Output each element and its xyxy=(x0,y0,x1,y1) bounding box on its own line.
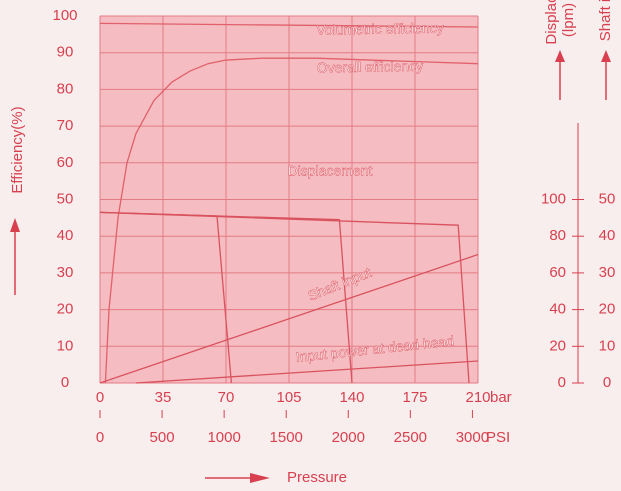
y-tick-label: 90 xyxy=(57,44,74,61)
page: Efficiency(%) Displac (lpm) Shaft i Pres… xyxy=(0,0,621,491)
y-tick-label: 60 xyxy=(57,154,74,171)
y-tick-label: 40 xyxy=(57,227,74,244)
x2-tick-label: 1500 xyxy=(270,429,303,446)
x-tick-label: 210 xyxy=(465,389,490,406)
y2-axis-label: (lpm) xyxy=(560,3,577,37)
x-tick-label: 140 xyxy=(339,389,364,406)
y2-tick-label: 0 xyxy=(558,374,566,391)
y3-tick-label: 20 xyxy=(599,301,616,318)
series-label: Volumetric efficiency xyxy=(316,20,444,38)
y2-axis-label: Displac xyxy=(543,0,560,45)
x2-tick-label: 1000 xyxy=(207,429,240,446)
arrow-head xyxy=(601,50,611,62)
y-tick-label: 0 xyxy=(61,374,69,391)
y2-tick-label: 60 xyxy=(549,264,566,281)
y2-tick-label: 80 xyxy=(549,227,566,244)
y3-tick-label: 30 xyxy=(599,264,616,281)
series-label: Overall efficiency xyxy=(317,58,424,76)
y3-tick-label: 0 xyxy=(603,374,611,391)
x-unit: bar xyxy=(490,389,512,406)
y-tick-label: 50 xyxy=(57,190,74,207)
y2-tick-label: 40 xyxy=(549,301,566,318)
y2-tick-label: 100 xyxy=(541,190,566,207)
series-label: Displacement xyxy=(288,163,373,179)
y-tick-label: 100 xyxy=(52,7,77,24)
x2-tick-label: 2000 xyxy=(332,429,365,446)
x2-tick-label: 3000 xyxy=(456,429,489,446)
y-tick-label: 80 xyxy=(57,80,74,97)
y-tick-label: 70 xyxy=(57,117,74,134)
y-tick-label: 30 xyxy=(57,264,74,281)
y-tick-label: 10 xyxy=(57,337,74,354)
arrow-head xyxy=(555,50,565,62)
y3-axis-label: Shaft i xyxy=(597,0,614,41)
x-tick-label: 175 xyxy=(402,389,427,406)
y-axis-label: Efficiency(%) xyxy=(9,106,26,193)
x-axis-label: Pressure xyxy=(287,469,347,486)
x-tick-label: 0 xyxy=(96,389,104,406)
x-tick-label: 105 xyxy=(276,389,301,406)
y3-tick-label: 50 xyxy=(599,190,616,207)
x2-tick-label: 2500 xyxy=(394,429,427,446)
y2-tick-label: 20 xyxy=(549,337,566,354)
chart: Efficiency(%) Displac (lpm) Shaft i Pres… xyxy=(0,0,621,491)
x-tick-label: 70 xyxy=(218,389,235,406)
x2-tick-label: 0 xyxy=(96,429,104,446)
x-tick-label: 35 xyxy=(155,389,172,406)
x2-unit: PSI xyxy=(486,429,510,446)
y3-tick-label: 40 xyxy=(599,227,616,244)
arrow-head xyxy=(10,218,20,232)
arrow-head xyxy=(250,473,270,483)
x2-tick-label: 500 xyxy=(150,429,175,446)
y3-tick-label: 10 xyxy=(599,337,616,354)
y-tick-label: 20 xyxy=(57,301,74,318)
